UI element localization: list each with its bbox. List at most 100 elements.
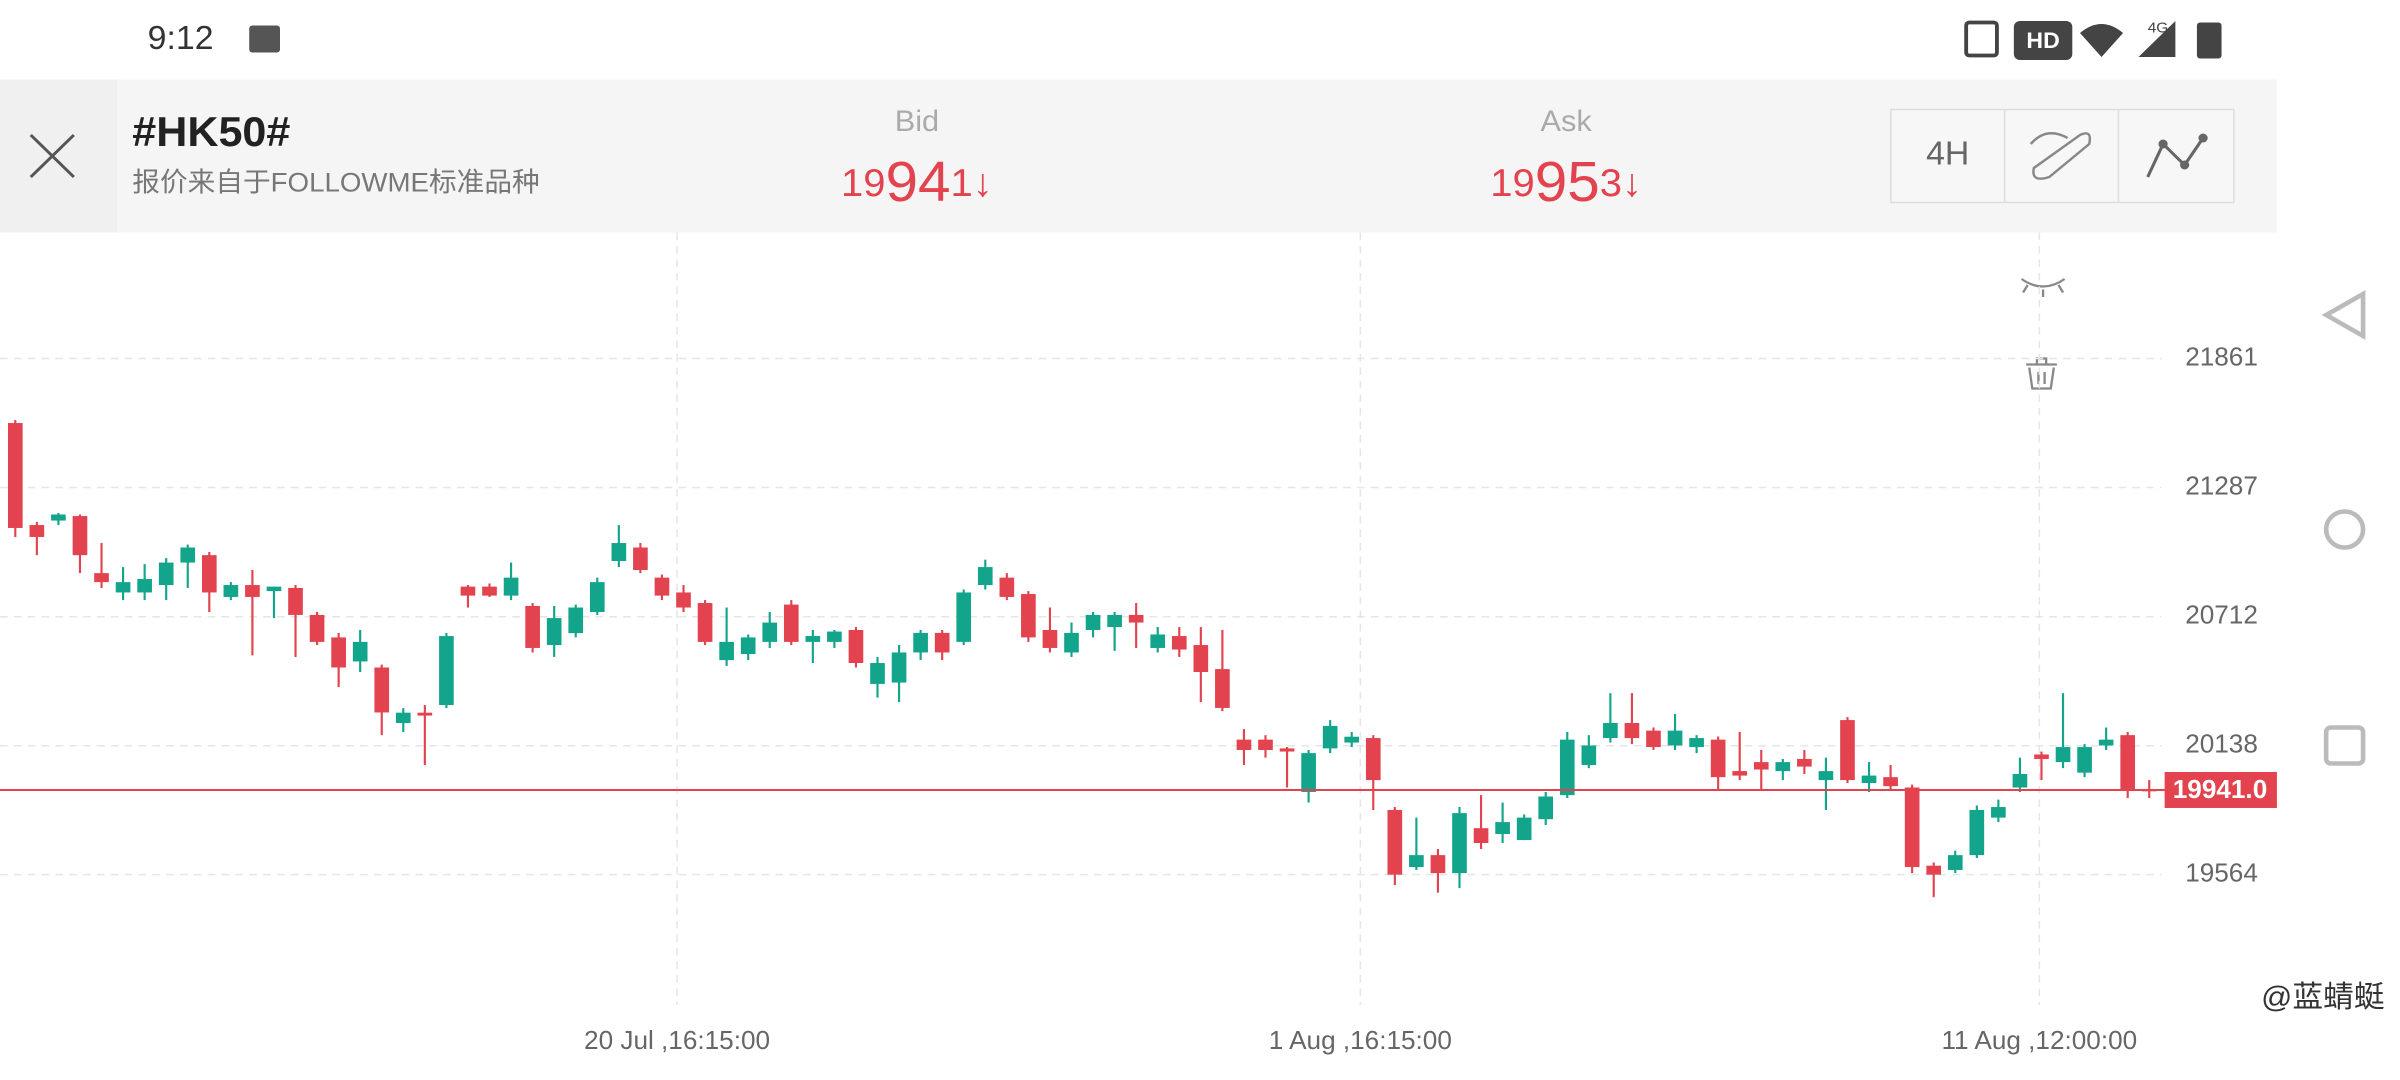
candle-body: [309, 614, 325, 642]
candle-body: [1430, 855, 1446, 874]
indicator-dot: [2180, 160, 2190, 170]
candle-body: [1861, 775, 1877, 784]
candle-body: [1797, 758, 1812, 767]
candle-body: [805, 636, 821, 642]
x-tick-label: 20 Jul ,16:15:00: [584, 1028, 770, 1056]
candle-body: [633, 547, 648, 570]
candle-body: [1042, 629, 1058, 648]
candle-body: [1883, 777, 1898, 787]
candle-body: [1840, 720, 1855, 781]
candle-body: [1689, 738, 1704, 748]
ask-label: Ask: [1541, 104, 1593, 138]
close-button[interactable]: [29, 133, 75, 179]
candle-body: [1193, 645, 1209, 673]
candle-body: [245, 585, 260, 597]
network-text: 4G: [2148, 20, 2169, 37]
close-area: [0, 79, 117, 233]
candle-body: [7, 423, 23, 528]
candle-body: [1301, 753, 1316, 792]
candle-body: [1064, 632, 1079, 653]
candle-body: [568, 607, 584, 634]
candle-body: [1559, 739, 1575, 796]
candle-body: [1969, 809, 1985, 856]
candle-body: [913, 632, 928, 653]
candle-body: [611, 543, 627, 562]
candle-body: [1516, 817, 1532, 841]
nfc-icon: [1964, 20, 1999, 58]
candle-body: [1926, 865, 1942, 875]
candle-body: [223, 585, 239, 597]
candle-body: [395, 712, 411, 724]
candle-body: [783, 604, 799, 642]
price-part: 1: [951, 162, 973, 205]
y-tick-label: 20138: [2185, 731, 2258, 759]
candle-body: [1236, 739, 1252, 750]
candle-body: [1581, 745, 1597, 766]
candle-body: [374, 667, 390, 713]
candle-body: [697, 603, 713, 642]
candle-body: [1258, 739, 1273, 750]
watermark: @蓝蜻蜓: [2261, 980, 2385, 1014]
candle-body: [934, 632, 950, 653]
candle-body: [158, 562, 174, 586]
candle-body: [352, 641, 368, 662]
quote-source: 报价来自于FOLLOWME标准品种: [132, 167, 539, 198]
candle-body: [1085, 614, 1101, 630]
candle-body: [977, 567, 993, 586]
nav-home[interactable]: [2323, 509, 2366, 550]
candle-body: [1818, 771, 1834, 781]
bid-price: 19941↓: [841, 151, 993, 214]
symbol: #HK50#: [132, 109, 290, 156]
candle-body: [439, 636, 454, 706]
candle-body: [72, 516, 88, 556]
candle-body: [115, 582, 131, 593]
candle-body: [29, 525, 45, 537]
price-part: 19: [841, 162, 885, 205]
candle-body: [266, 586, 282, 592]
candle-body: [460, 586, 476, 596]
candle-body: [546, 618, 562, 646]
wifi-icon: [2080, 24, 2124, 57]
candle-body: [482, 586, 497, 596]
candle-body: [1624, 723, 1640, 739]
candle-body: [762, 622, 778, 642]
candle-body: [891, 652, 907, 683]
candle-body: [1215, 669, 1230, 708]
battery-icon: [2196, 22, 2222, 59]
candle-body: [94, 573, 109, 583]
candle-body: [1947, 855, 1963, 870]
candle-body: [999, 577, 1015, 597]
candle-body: [589, 582, 605, 613]
price-part: 94: [886, 151, 951, 214]
candle-body: [654, 577, 670, 596]
candle-body: [1171, 636, 1187, 650]
indicator-dot: [2158, 139, 2168, 149]
candle-body: [288, 587, 303, 615]
draw-tool-button[interactable]: [2029, 132, 2092, 180]
nav-back[interactable]: [2321, 290, 2366, 340]
candle-body: [1473, 828, 1489, 843]
candle-body: [137, 578, 152, 593]
timeframe-button[interactable]: 4H: [1926, 136, 1969, 173]
price-text: 19941↓: [841, 151, 993, 214]
candle-body: [1603, 723, 1618, 739]
candle-body: [1409, 855, 1424, 868]
candle-body: [1128, 614, 1144, 623]
candle-body: [1646, 730, 1661, 748]
candle-body: [1344, 736, 1360, 743]
candle-body: [848, 629, 864, 664]
indicator-button[interactable]: [2146, 137, 2205, 178]
candlestick-chart: 21861 21287 20712 20138 19564 20 Jul ,16:15:0…: [0, 232, 2277, 1056]
nav-recent[interactable]: [2323, 725, 2366, 766]
candle-body: [1538, 796, 1554, 820]
price-part: 19: [1490, 162, 1534, 205]
candle-body: [2055, 747, 2071, 763]
gallery-icon: [249, 25, 280, 53]
candle-body: [1452, 813, 1467, 874]
hide-drawings-button[interactable]: [2020, 278, 2066, 297]
candle-body: [2098, 739, 2114, 746]
candle-body: [1667, 730, 1683, 746]
hd-text: HD: [2026, 27, 2059, 53]
candle-body: [719, 641, 734, 661]
signal-icon: [2138, 21, 2176, 57]
